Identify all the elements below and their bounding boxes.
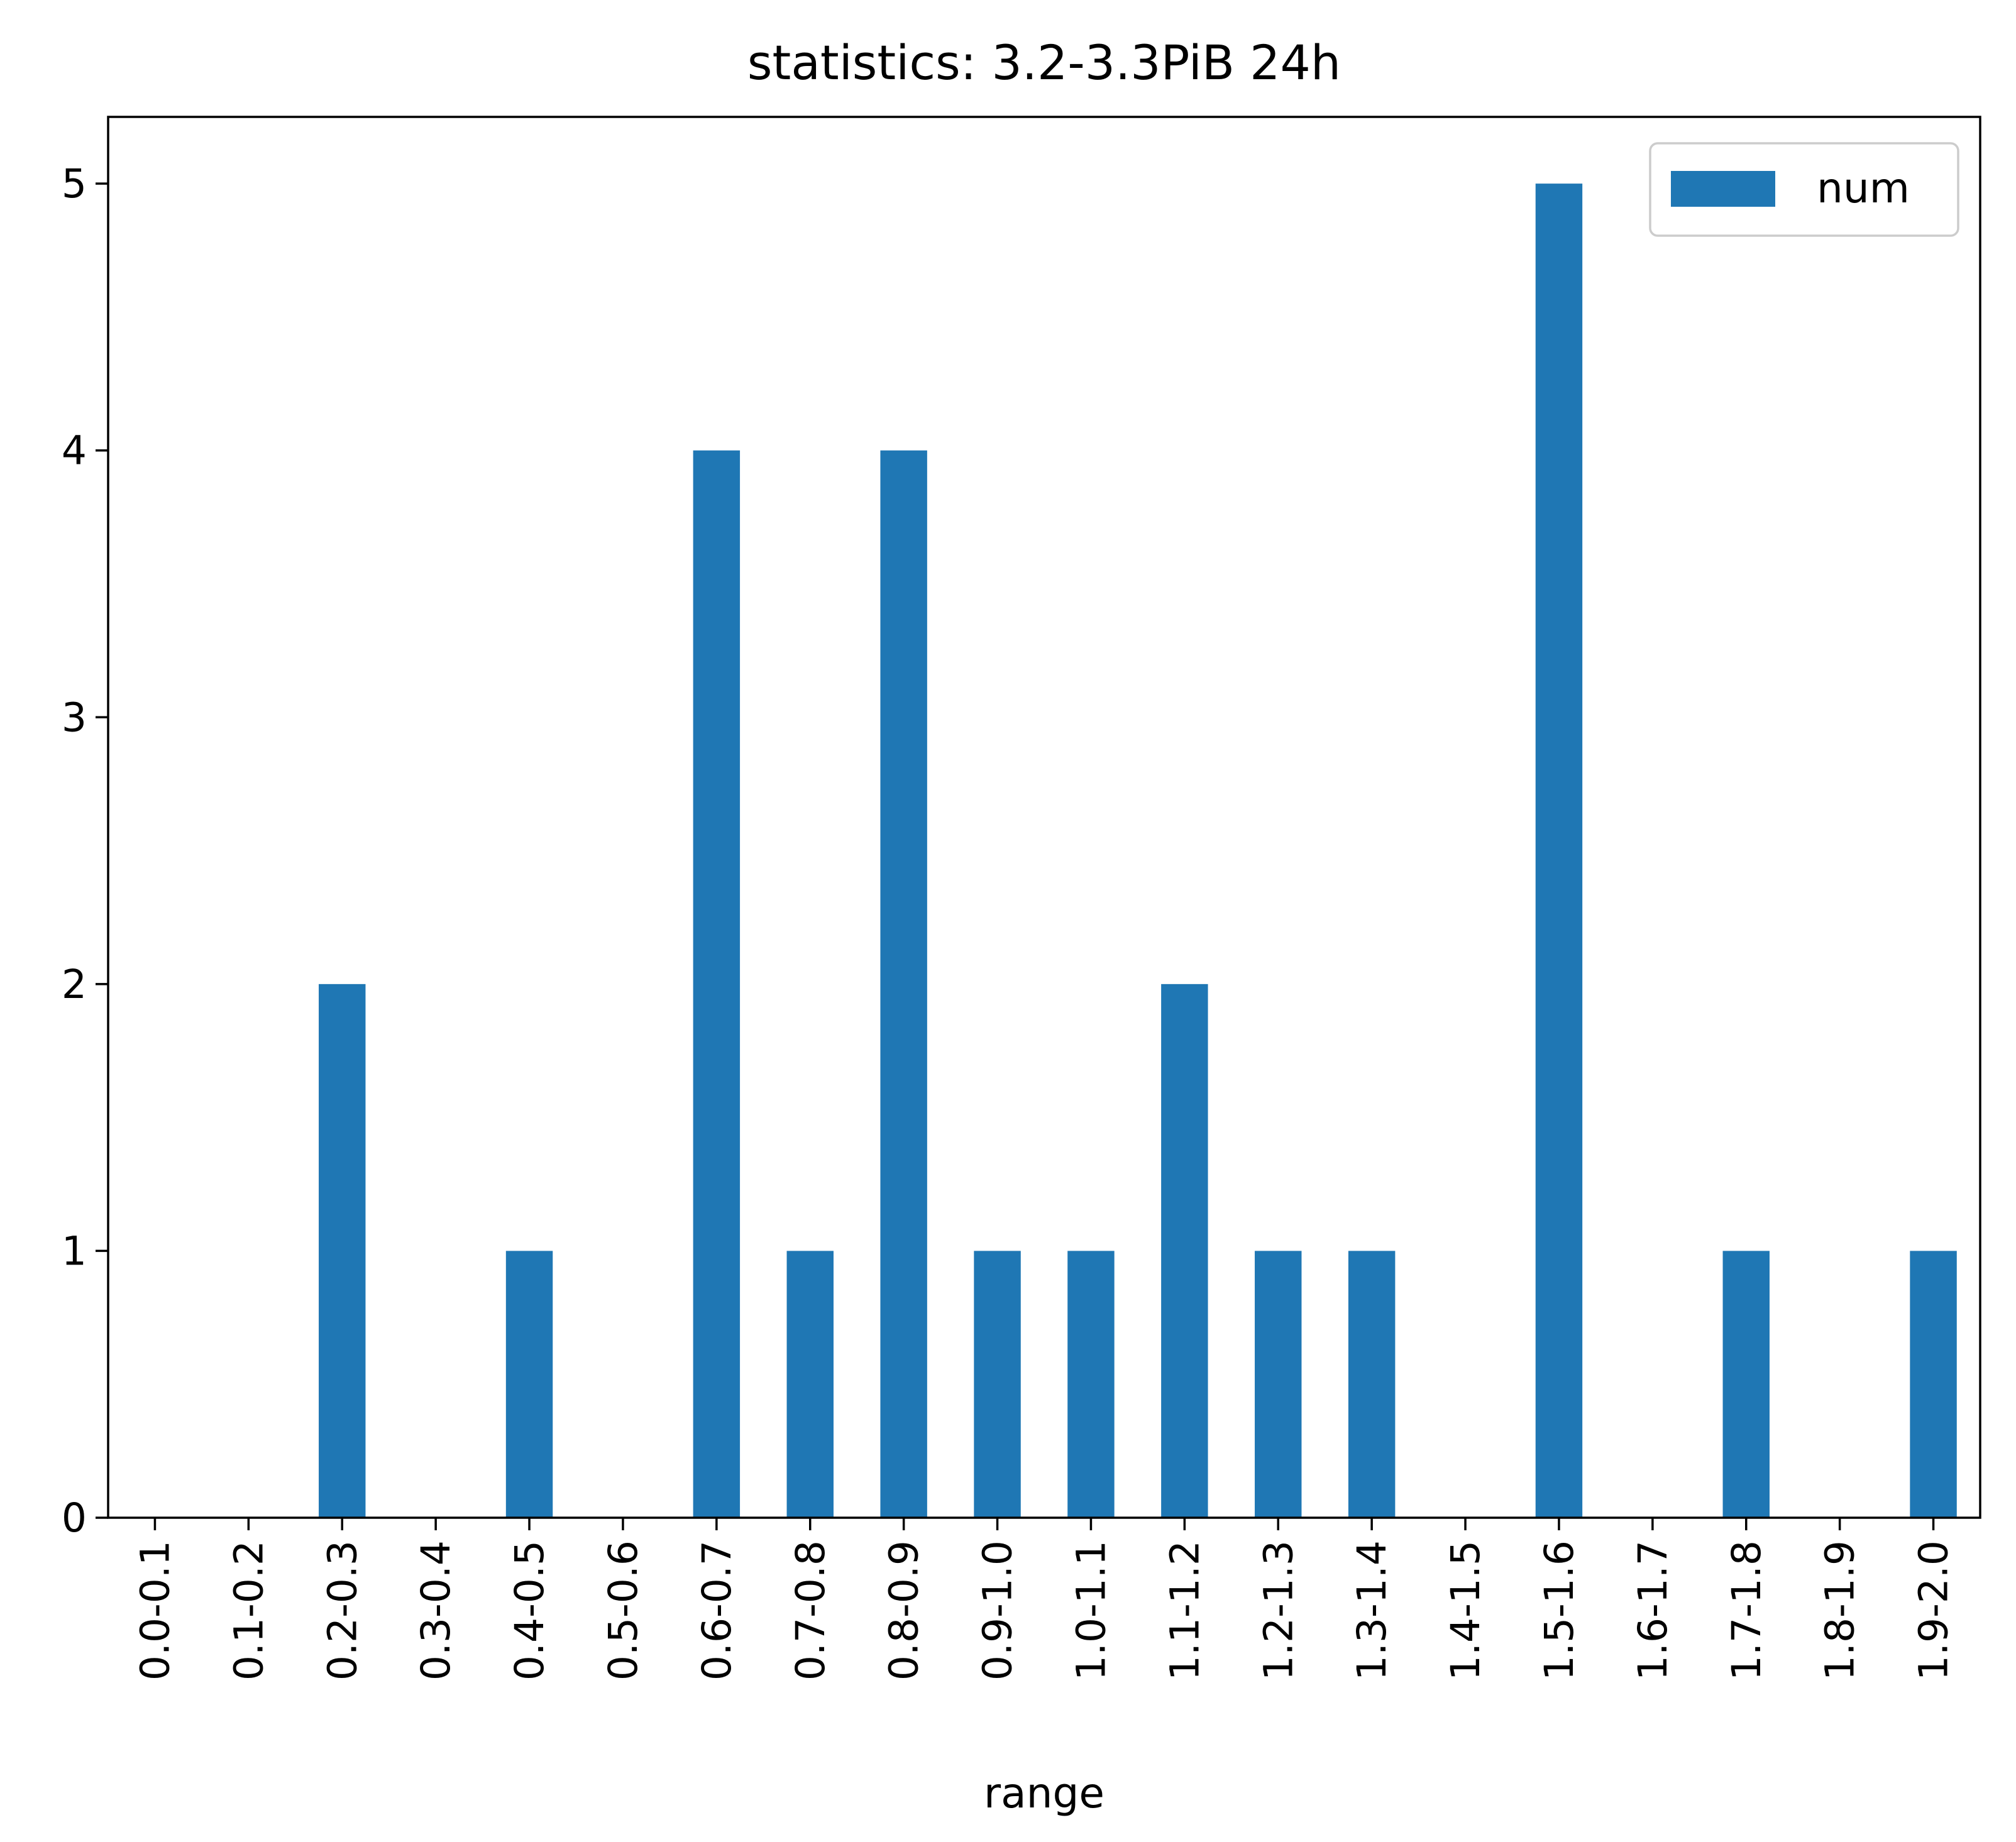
x-tick-label: 0.7-0.8 <box>788 1540 834 1680</box>
x-tick-label: 0.0-0.1 <box>132 1540 178 1680</box>
y-tick-label: 3 <box>62 694 87 740</box>
bar-1.5-1.6 <box>1535 184 1583 1518</box>
x-tick-label: 1.8-1.9 <box>1817 1540 1863 1680</box>
bar-0.2-0.3 <box>319 984 366 1518</box>
x-tick-label: 0.9-1.0 <box>975 1540 1021 1680</box>
bar-1.1-1.2 <box>1161 984 1208 1518</box>
legend-label-num: num <box>1817 164 1910 212</box>
x-tick-label: 1.6-1.7 <box>1630 1540 1676 1680</box>
bar-1.2-1.3 <box>1255 1251 1302 1518</box>
x-tick-label: 0.1-0.2 <box>226 1540 272 1680</box>
bars-group <box>319 184 1957 1518</box>
x-tick-label: 1.7-1.8 <box>1724 1540 1770 1680</box>
x-tick-label: 0.5-0.6 <box>600 1540 646 1680</box>
x-tick-label: 1.1-1.2 <box>1162 1540 1208 1680</box>
y-tick-label: 2 <box>62 962 87 1007</box>
y-tick-label: 0 <box>62 1495 87 1541</box>
x-tick-label: 0.4-0.5 <box>507 1540 553 1680</box>
x-tick-label: 1.2-1.3 <box>1255 1540 1301 1680</box>
bar-0.9-1.0 <box>974 1251 1021 1518</box>
y-tick-label: 4 <box>62 428 87 474</box>
x-tick-label: 1.0-1.1 <box>1068 1540 1114 1680</box>
x-tick-label: 0.2-0.3 <box>319 1540 365 1680</box>
x-tick-label: 0.3-0.4 <box>413 1540 459 1680</box>
bar-0.6-0.7 <box>693 450 741 1518</box>
bar-1.0-1.1 <box>1067 1251 1115 1518</box>
chart-title: statistics: 3.2-3.3PiB 24h <box>747 35 1341 90</box>
bar-0.7-0.8 <box>786 1251 834 1518</box>
x-axis-ticks: 0.0-0.1 0.1-0.2 0.2-0.3 0.3-0.4 0.4-0.5 0.5-0… <box>132 1518 1957 1680</box>
legend: num <box>1649 142 1959 237</box>
bar-0.4-0.5 <box>505 1251 553 1518</box>
x-tick-label: 1.3-1.4 <box>1349 1540 1395 1680</box>
legend-box <box>1649 142 1959 237</box>
legend-swatch-num <box>1671 171 1775 207</box>
x-axis-label: range <box>984 1769 1104 1817</box>
bar-1.9-2.0 <box>1910 1251 1957 1518</box>
bar-1.3-1.4 <box>1348 1251 1396 1518</box>
plot-frame <box>107 116 1981 1519</box>
bar-0.8-0.9 <box>880 450 927 1518</box>
x-tick-label: 0.6-0.7 <box>694 1540 740 1680</box>
x-tick-label: 1.9-2.0 <box>1911 1540 1957 1680</box>
y-tick-label: 1 <box>62 1228 87 1274</box>
y-axis-ticks: 0 1 2 3 4 5 <box>62 161 108 1541</box>
x-tick-label: 1.5-1.6 <box>1536 1540 1582 1680</box>
x-tick-label: 0.8-0.9 <box>881 1540 927 1680</box>
bar-1.7-1.8 <box>1722 1251 1770 1518</box>
x-tick-label: 1.4-1.5 <box>1443 1540 1489 1680</box>
y-tick-label: 5 <box>62 161 87 207</box>
